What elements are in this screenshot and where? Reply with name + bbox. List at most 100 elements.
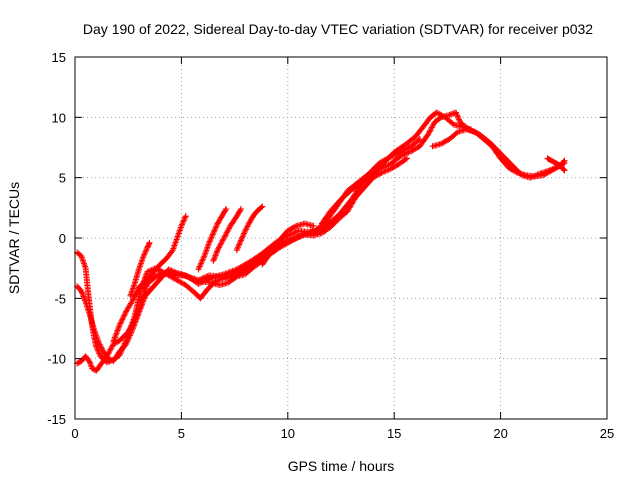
data-point — [94, 346, 101, 353]
data-point — [427, 127, 434, 134]
data-point — [220, 235, 227, 241]
series-prn-j — [259, 220, 317, 268]
data-point — [221, 233, 228, 240]
data-point — [152, 273, 159, 280]
data-point — [180, 218, 187, 225]
data-point — [291, 229, 298, 236]
data-point — [79, 290, 86, 297]
data-point — [454, 113, 461, 120]
data-point — [172, 271, 179, 278]
data-point — [379, 169, 386, 176]
data-point — [134, 312, 141, 319]
data-point — [93, 343, 100, 350]
data-point — [213, 249, 220, 256]
data-point — [137, 260, 144, 267]
data-point — [243, 260, 250, 267]
data-point — [513, 169, 520, 176]
data-point — [220, 236, 227, 243]
data-point — [212, 224, 219, 231]
data-point — [178, 222, 185, 229]
data-point — [233, 247, 240, 254]
data-point — [138, 302, 145, 309]
data-point — [223, 270, 230, 277]
data-point — [179, 220, 186, 227]
data-point — [95, 349, 102, 356]
x-tick-label: 0 — [71, 426, 78, 441]
data-point — [172, 241, 179, 248]
data-point — [129, 286, 136, 293]
data-point — [259, 203, 266, 210]
data-point — [129, 326, 136, 333]
data-point — [237, 238, 244, 245]
data-point — [96, 341, 103, 348]
data-point — [213, 221, 220, 228]
data-point — [310, 222, 317, 229]
data-point — [430, 121, 437, 128]
data-point — [402, 156, 409, 163]
data-point — [238, 236, 245, 243]
data-point — [131, 322, 138, 329]
data-point — [173, 236, 180, 243]
data-point — [111, 334, 118, 341]
data-point — [133, 315, 140, 322]
data-point — [381, 168, 388, 175]
data-point — [145, 241, 152, 248]
data-point — [198, 259, 205, 266]
data-point — [452, 109, 459, 116]
y-tick-label: 15 — [52, 50, 66, 65]
y-tick-label: -15 — [47, 412, 66, 427]
data-point — [428, 125, 435, 132]
data-point — [128, 288, 135, 295]
data-point — [210, 228, 217, 235]
data-point — [232, 274, 239, 281]
data-point — [111, 335, 118, 342]
data-point — [110, 338, 117, 345]
data-point — [201, 253, 208, 260]
series-prn-f — [140, 213, 189, 292]
data-point — [103, 354, 110, 361]
data-point — [105, 355, 112, 362]
data-point — [134, 287, 141, 294]
data-point — [218, 239, 225, 246]
data-point — [189, 276, 196, 283]
data-point — [245, 222, 252, 229]
data-point — [242, 227, 249, 234]
data-point — [206, 239, 213, 246]
data-point — [240, 231, 247, 238]
data-point — [143, 247, 150, 254]
data-point — [181, 216, 188, 223]
data-point — [142, 273, 149, 280]
series-prn-g — [195, 206, 230, 273]
data-point — [135, 266, 142, 273]
data-point — [296, 233, 303, 240]
data-point — [106, 347, 113, 354]
data-point — [115, 324, 122, 331]
data-point — [199, 257, 206, 264]
y-tick-label: 0 — [59, 231, 66, 246]
data-point — [124, 336, 131, 343]
data-point — [136, 264, 143, 271]
data-point — [139, 301, 146, 308]
data-point — [239, 234, 246, 241]
data-point — [385, 166, 392, 173]
data-point — [429, 123, 436, 130]
data-point — [117, 319, 124, 326]
data-point — [454, 112, 461, 119]
data-point — [225, 225, 232, 232]
data-point — [207, 235, 214, 242]
data-point — [132, 318, 139, 325]
data-point — [80, 259, 87, 266]
data-point — [228, 268, 235, 275]
data-point — [292, 223, 299, 230]
data-point — [182, 214, 189, 221]
data-point — [112, 333, 119, 340]
x-tick-label: 5 — [178, 426, 185, 441]
data-point — [378, 169, 385, 176]
y-tick-label: 5 — [59, 171, 66, 186]
data-point — [172, 239, 179, 246]
data-point — [127, 331, 134, 338]
data-point — [239, 233, 246, 240]
data-point — [146, 239, 153, 246]
data-point — [217, 241, 224, 248]
data-point — [129, 325, 136, 332]
